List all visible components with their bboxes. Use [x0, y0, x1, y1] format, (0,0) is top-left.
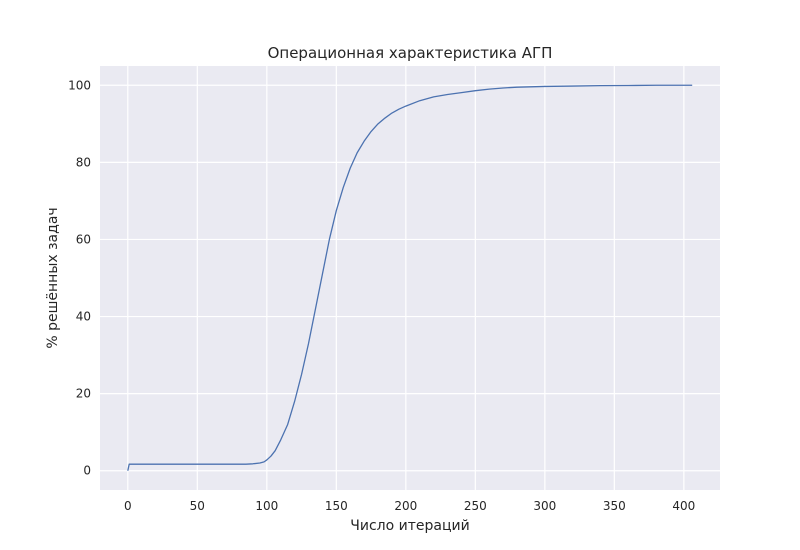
y-tick-label: 20: [76, 387, 91, 401]
x-tick-label: 400: [672, 499, 695, 513]
series-line: [127, 84, 693, 471]
series-layer: [127, 84, 693, 471]
y-tick-label: 60: [76, 232, 91, 246]
x-tick-label: 250: [464, 499, 487, 513]
x-tick-label: 150: [325, 499, 348, 513]
x-tick-label: 200: [394, 499, 417, 513]
y-tick-labels: 0 20 40 60 80 100: [68, 78, 91, 477]
y-axis-label: % решённых задач: [45, 207, 61, 348]
x-tick-label: 300: [533, 499, 556, 513]
y-tick-label: 100: [68, 78, 91, 92]
grid: [100, 66, 720, 490]
x-tick-label: 50: [190, 499, 205, 513]
y-tick-label: 0: [83, 464, 91, 478]
x-tick-labels: 0 50 100 150 200 250 300 350 400: [124, 499, 695, 513]
plot-area: [100, 66, 720, 490]
x-tick-label: 0: [124, 499, 132, 513]
y-tick-label: 80: [76, 155, 91, 169]
x-tick-label: 350: [603, 499, 626, 513]
x-tick-label: 100: [255, 499, 278, 513]
chart-title: Операционная характеристика АГП: [268, 44, 553, 62]
y-tick-label: 40: [76, 310, 91, 324]
x-axis-label: Число итераций: [350, 518, 469, 534]
